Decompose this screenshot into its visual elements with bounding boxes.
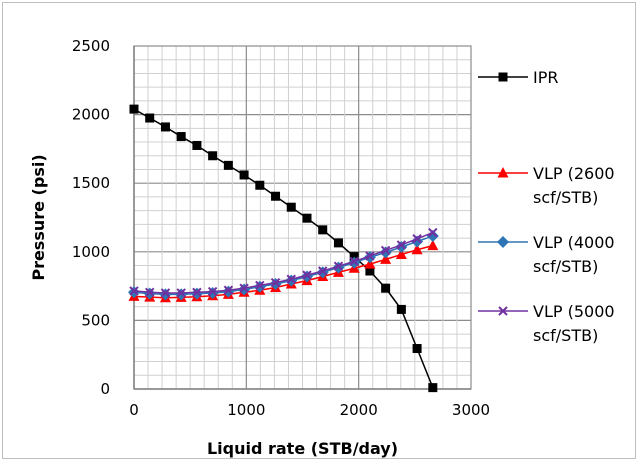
- legend-label: VLP (4000: [533, 233, 615, 252]
- data-point: [412, 344, 422, 354]
- series-3: [129, 227, 438, 298]
- y-axis-title: Pressure (psi): [29, 154, 48, 280]
- legend-entry: VLP (4000 scf/STB): [478, 233, 615, 276]
- legend-marker: [498, 306, 508, 316]
- data-point: [333, 261, 344, 271]
- y-tick-label: 2000: [72, 106, 110, 124]
- grid-lines: [134, 46, 471, 389]
- x-tick-label: 1000: [227, 401, 265, 419]
- data-point: [239, 283, 249, 293]
- x-tick-label: 0: [129, 401, 139, 419]
- data-point: [302, 270, 312, 280]
- data-point: [411, 235, 424, 248]
- data-point: [428, 227, 438, 238]
- data-point: [160, 288, 171, 298]
- legend-entry: VLP (2600 scf/STB): [478, 164, 615, 207]
- y-tick-label: 0: [100, 380, 110, 398]
- data-point: [145, 113, 155, 123]
- data-point: [129, 286, 139, 296]
- data-point: [365, 266, 375, 276]
- data-point: [270, 277, 281, 288]
- y-tick-label: 1000: [72, 243, 110, 261]
- data-point: [349, 256, 359, 267]
- y-tick-labels: 0 500 1000 1500 2000 2500: [72, 37, 110, 398]
- data-point: [427, 239, 439, 251]
- y-tick-label: 2500: [72, 37, 110, 55]
- legend-marker: [497, 236, 509, 248]
- x-tick-label: 3000: [452, 401, 490, 419]
- legend-label: IPR: [533, 68, 558, 87]
- data-point: [255, 280, 265, 291]
- data-point: [176, 132, 186, 142]
- x-tick-label: 2000: [340, 401, 378, 419]
- data-point: [365, 251, 375, 261]
- legend-label: scf/STB): [533, 257, 598, 276]
- data-point: [380, 253, 392, 264]
- data-point: [129, 104, 139, 114]
- legend-marker: [498, 72, 508, 82]
- data-point: [318, 266, 328, 276]
- series-group: [128, 104, 439, 393]
- x-tick-labels: 0 1000 2000 3000: [129, 401, 490, 419]
- data-point: [380, 245, 391, 256]
- data-point: [428, 383, 438, 393]
- data-point: [318, 225, 328, 235]
- data-point: [207, 286, 218, 297]
- data-point: [176, 288, 186, 298]
- data-point: [145, 287, 155, 297]
- data-point: [349, 252, 359, 262]
- y-tick-label: 500: [81, 311, 110, 329]
- data-point: [192, 287, 202, 297]
- data-point: [364, 258, 376, 269]
- y-tick-label: 1500: [72, 174, 110, 192]
- data-point: [381, 283, 391, 293]
- legend-label: VLP (5000: [533, 302, 615, 321]
- data-point: [302, 213, 312, 223]
- data-point: [271, 191, 281, 201]
- data-point: [395, 248, 407, 260]
- data-point: [223, 285, 234, 295]
- data-point: [239, 170, 249, 180]
- data-point: [286, 202, 296, 212]
- data-point: [160, 122, 170, 132]
- series-0: [129, 104, 438, 393]
- legend-entry: IPR: [478, 68, 558, 87]
- data-point: [411, 243, 423, 255]
- data-point: [333, 238, 343, 248]
- legend-label: scf/STB): [533, 326, 598, 345]
- data-point: [412, 234, 422, 244]
- legend-label: scf/STB): [533, 188, 598, 207]
- axes: [133, 45, 472, 390]
- legend-label: VLP (2600: [533, 164, 615, 183]
- data-point: [396, 240, 407, 250]
- series-line: [133, 231, 434, 294]
- data-point: [223, 160, 233, 170]
- data-point: [255, 180, 265, 190]
- legend-entry: VLP (5000 scf/STB): [478, 302, 615, 345]
- data-point: [208, 151, 218, 161]
- legend-marker: [497, 167, 509, 178]
- data-point: [192, 140, 202, 150]
- data-point: [286, 274, 296, 284]
- x-axis-title: Liquid rate (STB/day): [207, 439, 398, 458]
- data-point: [396, 304, 406, 314]
